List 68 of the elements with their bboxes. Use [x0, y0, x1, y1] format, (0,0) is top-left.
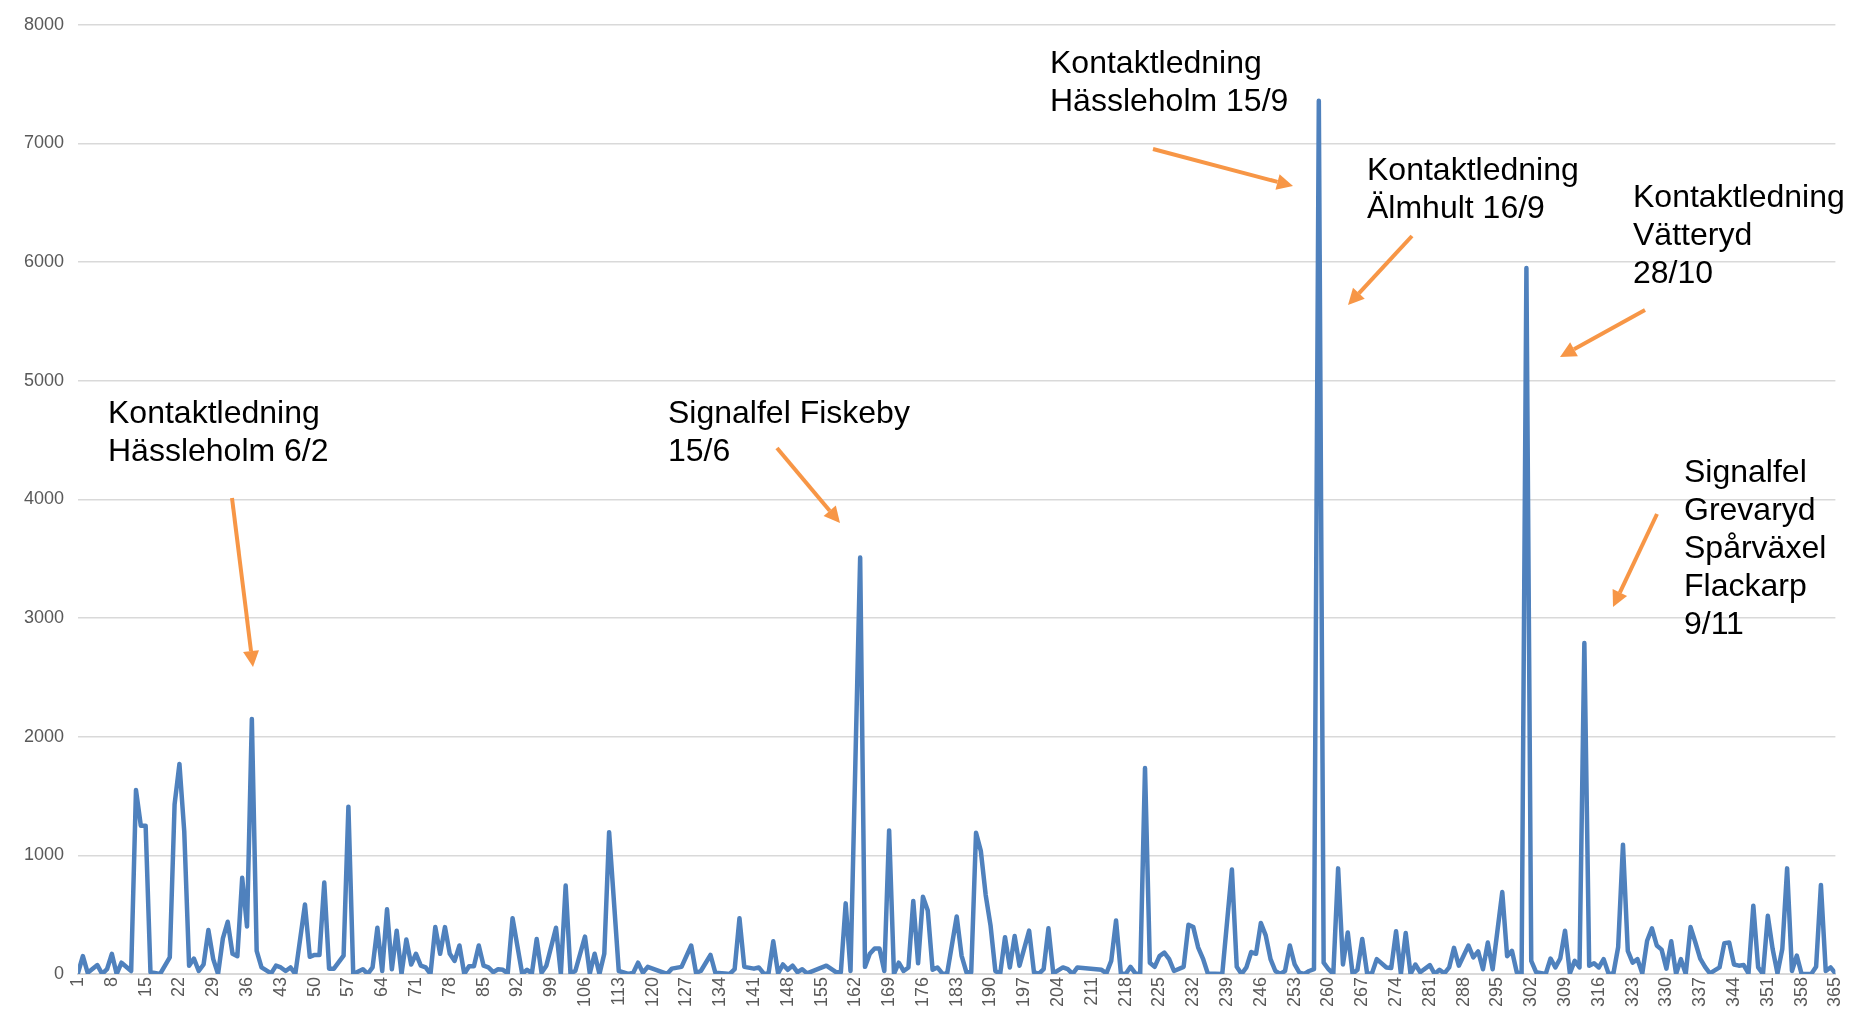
y-tick-label: 7000 [24, 132, 65, 153]
x-tick-label: 302 [1520, 976, 1541, 1008]
x-tick-label: 260 [1317, 976, 1338, 1008]
x-tick-label: 85 [472, 976, 493, 997]
x-tick-label: 351 [1756, 976, 1777, 1008]
y-tick-label: 4000 [24, 488, 65, 509]
x-tick-label: 344 [1722, 976, 1743, 1008]
annotation: Signalfel Grevaryd Spårväxel Flackarp 9/11 [1684, 452, 1827, 642]
y-tick-label: 6000 [24, 251, 65, 272]
x-tick-label: 141 [742, 976, 763, 1008]
x-tick-label: 176 [911, 976, 932, 1008]
x-tick-label: 1 [67, 976, 88, 987]
x-tick-label: 204 [1047, 976, 1068, 1008]
x-tick-label: 323 [1621, 976, 1642, 1008]
x-tick-label: 120 [641, 976, 662, 1008]
x-tick-label: 57 [337, 976, 358, 997]
y-tick-label: 2000 [24, 725, 65, 746]
x-tick-label: 197 [1013, 976, 1034, 1008]
x-tick-label: 358 [1790, 976, 1811, 1008]
y-tick-label: 8000 [24, 13, 65, 34]
x-tick-label: 267 [1351, 976, 1372, 1008]
x-tick-label: 162 [844, 976, 865, 1008]
x-tick-label: 365 [1824, 976, 1845, 1008]
x-tick-label: 288 [1452, 976, 1473, 1008]
x-tick-label: 295 [1486, 976, 1507, 1008]
y-tick-label: 3000 [24, 607, 65, 627]
x-tick-label: 218 [1114, 976, 1135, 1008]
x-tick-label: 246 [1249, 976, 1270, 1008]
x-tick-label: 232 [1182, 976, 1203, 1008]
x-tick-label: 50 [303, 976, 324, 997]
annotation: Kontaktledning Vätteryd 28/10 [1633, 177, 1845, 291]
x-tick-label: 106 [573, 976, 594, 1008]
x-tick-label: 239 [1216, 976, 1237, 1008]
annotation: Kontaktledning Älmhult 16/9 [1367, 150, 1579, 226]
x-tick-label: 29 [202, 976, 223, 997]
y-tick-label: 0 [54, 962, 65, 983]
x-tick-label: 71 [404, 976, 425, 997]
x-tick-label: 330 [1655, 976, 1676, 1008]
x-tick-label: 183 [945, 976, 966, 1008]
x-tick-label: 113 [607, 976, 628, 1006]
annotation: Kontaktledning Hässleholm 15/9 [1050, 43, 1289, 119]
x-tick-label: 43 [269, 976, 290, 997]
x-tick-label: 316 [1587, 976, 1608, 1008]
x-tick-label: 8 [100, 976, 121, 987]
x-tick-label: 337 [1689, 976, 1710, 1008]
x-tick-label: 281 [1418, 976, 1439, 1008]
x-tick-label: 78 [438, 976, 459, 997]
x-tick-label: 127 [675, 976, 696, 1008]
x-tick-label: 274 [1385, 976, 1406, 1008]
x-tick-label: 211 [1080, 976, 1101, 1006]
x-tick-label: 134 [709, 976, 730, 1008]
x-tick-label: 92 [506, 976, 527, 997]
x-tick-label: 99 [540, 976, 561, 997]
x-tick-label: 148 [776, 976, 797, 1008]
x-tick-label: 253 [1283, 976, 1304, 1008]
x-tick-label: 64 [371, 976, 392, 997]
x-tick-label: 36 [235, 976, 256, 997]
x-tick-label: 190 [979, 976, 1000, 1008]
x-tick-label: 22 [168, 976, 189, 997]
y-tick-label: 1000 [24, 844, 65, 865]
x-tick-label: 309 [1554, 976, 1575, 1008]
x-tick-label: 155 [810, 976, 831, 1008]
y-tick-label: 5000 [24, 369, 65, 390]
annotation: Signalfel Fiskeby 15/6 [668, 393, 910, 469]
x-tick-label: 15 [134, 976, 155, 997]
x-tick-label: 225 [1148, 976, 1169, 1008]
annotation: Kontaktledning Hässleholm 6/2 [108, 393, 329, 469]
x-tick-label: 169 [878, 976, 899, 1008]
